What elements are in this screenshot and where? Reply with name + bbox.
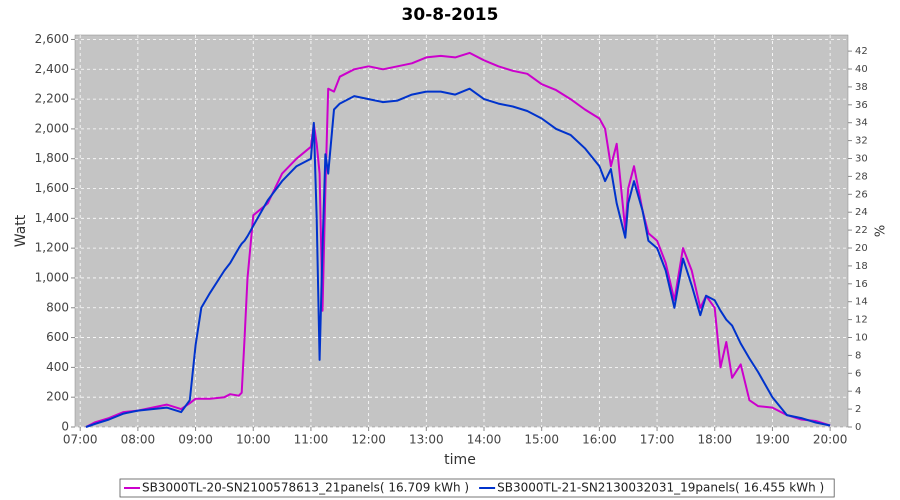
y2-tick-label: 40	[855, 64, 868, 75]
y2-tick-label: 18	[855, 261, 868, 272]
y2-tick-label: 38	[855, 82, 868, 93]
legend-label: SB3000TL-20-SN2100578613_21panels( 16.70…	[142, 481, 469, 495]
x-axis-label: time	[444, 452, 476, 468]
y-tick-label: 400	[46, 360, 69, 374]
y2-tick-label: 4	[855, 386, 861, 397]
series-line	[85, 87, 831, 428]
series-line	[85, 51, 831, 428]
y2-tick-label: 30	[855, 154, 868, 165]
x-tick-label: 14:00	[467, 433, 502, 447]
y2-tick-label: 6	[855, 368, 861, 379]
x-tick-label: 11:00	[294, 433, 329, 447]
y2-tick-label: 32	[855, 136, 868, 147]
y-tick-label: 1,400	[35, 211, 69, 225]
plot-area	[74, 34, 849, 428]
y2-tick-label: 28	[855, 171, 868, 182]
y2-tick-label: 14	[855, 297, 868, 308]
y2-tick-label: 42	[855, 46, 868, 57]
y2-axis-label: %	[874, 225, 889, 237]
y-tick-label: 800	[46, 300, 69, 314]
y-tick-label: 2,600	[35, 32, 69, 46]
x-tick-label: 10:00	[236, 433, 271, 447]
legend	[119, 478, 835, 498]
y2-tick-label: 34	[855, 118, 868, 129]
y-tick-label: 2,400	[35, 62, 69, 76]
y-tick-label: 200	[46, 390, 69, 404]
x-tick-label: 15:00	[524, 433, 559, 447]
y-tick-label: 2,200	[35, 92, 69, 106]
y2-tick-label: 0	[855, 422, 861, 433]
y2-tick-label: 2	[855, 404, 861, 415]
y2-tick-label: 12	[855, 315, 868, 326]
y-tick-label: 0	[61, 420, 69, 434]
x-tick-label: 18:00	[697, 433, 732, 447]
y-tick-label: 2,000	[35, 121, 69, 135]
x-tick-label: 20:00	[813, 433, 848, 447]
x-tick-label: 12:00	[351, 433, 386, 447]
x-tick-label: 07:00	[63, 433, 98, 447]
x-tick-label: 19:00	[755, 433, 790, 447]
y2-tick-label: 10	[855, 333, 868, 344]
chart-title: 30-8-2015	[402, 5, 499, 25]
x-tick-label: 08:00	[121, 433, 156, 447]
legend-label: SB3000TL-21-SN2130032031_19panels( 16.45…	[497, 481, 824, 495]
x-tick-label: 09:00	[178, 433, 213, 447]
y-axis-label: Watt	[13, 214, 29, 247]
y-tick-label: 1,200	[35, 241, 69, 255]
y2-tick-label: 16	[855, 279, 868, 290]
y-tick-label: 1,600	[35, 181, 69, 195]
y2-tick-label: 36	[855, 100, 868, 111]
y2-tick-label: 22	[855, 225, 868, 236]
y-tick-label: 600	[46, 330, 69, 344]
y-tick-label: 1,800	[35, 151, 69, 165]
y2-tick-label: 8	[855, 350, 861, 361]
y-tick-label: 1,000	[35, 270, 69, 284]
y2-tick-label: 26	[855, 189, 868, 200]
y2-tick-label: 20	[855, 243, 868, 254]
x-tick-label: 16:00	[582, 433, 617, 447]
x-tick-label: 17:00	[640, 433, 675, 447]
y2-tick-label: 24	[855, 207, 868, 218]
x-tick-label: 13:00	[409, 433, 444, 447]
